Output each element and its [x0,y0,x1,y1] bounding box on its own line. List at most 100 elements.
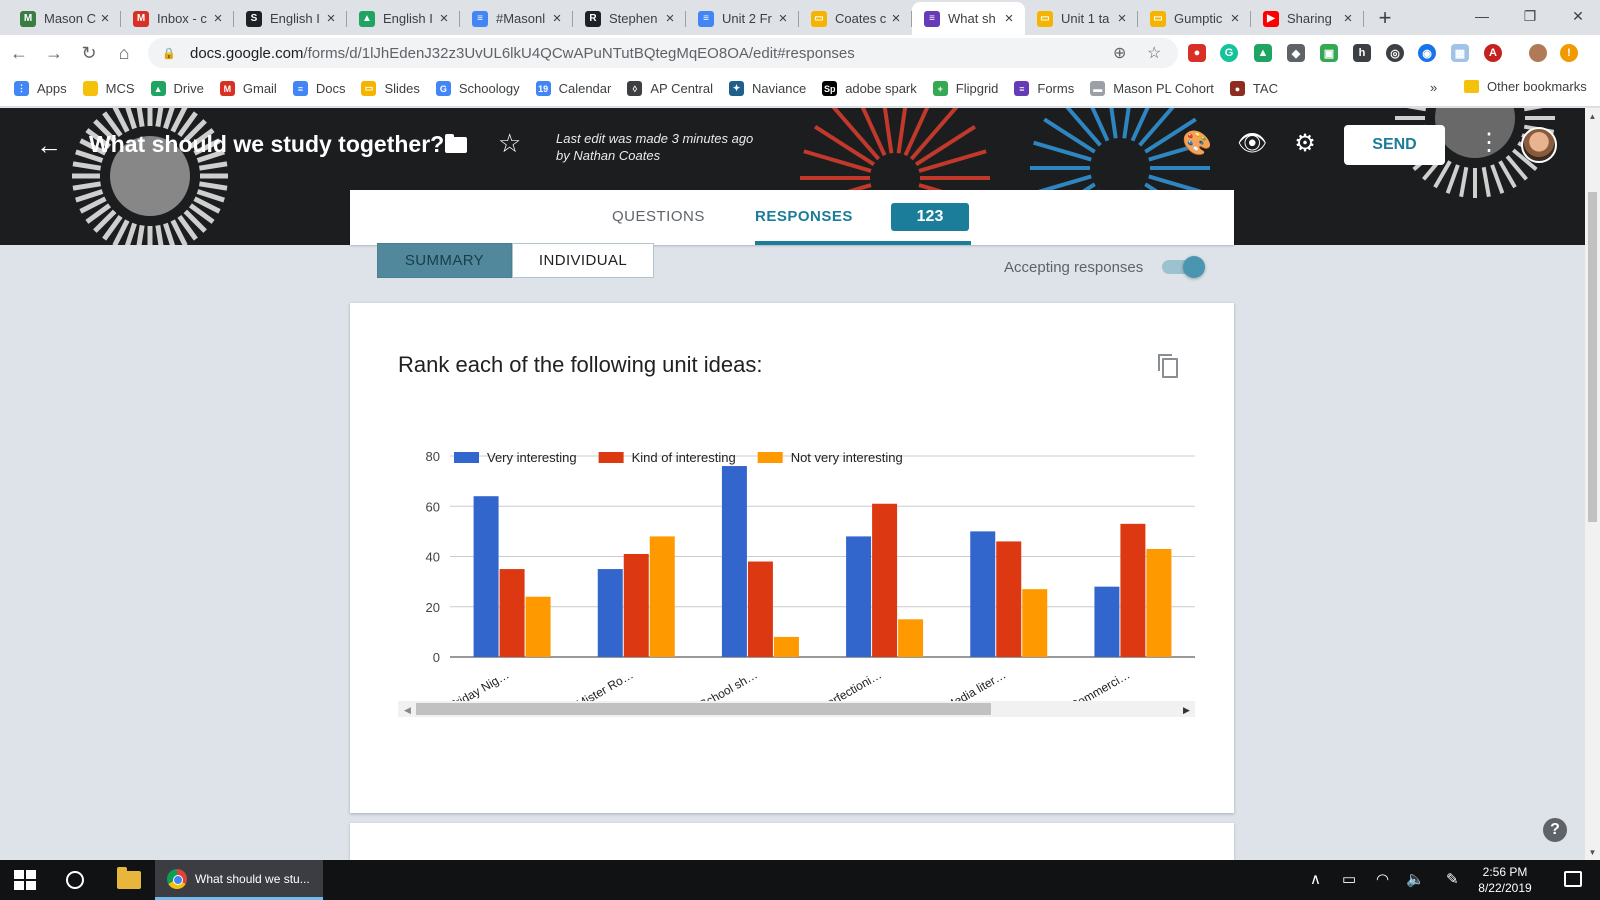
tab-close-icon[interactable]: × [1230,10,1240,27]
bookmark-item[interactable]: ≡ Docs [292,81,345,96]
bookmark-item[interactable]: ✦ Naviance [729,81,806,96]
tab-close-icon[interactable]: × [1117,10,1127,27]
bookmark-item[interactable]: G Schoology [435,81,520,96]
update-alert-icon[interactable]: ! [1560,44,1578,62]
bar[interactable] [1120,523,1146,657]
reload-icon[interactable]: ↻ [81,42,97,63]
bookmark-item[interactable]: ● TAC [1229,81,1278,96]
bar[interactable] [597,569,623,657]
bar[interactable] [721,466,747,657]
wifi-icon[interactable]: ◠ [1376,871,1390,888]
bookmark-item[interactable]: ⋮ Apps [14,81,67,96]
browser-tab[interactable]: ▭ Unit 1 ta × [1025,2,1138,35]
bookmark-item[interactable]: ▭ Slides [361,81,420,96]
action-center-icon[interactable] [1564,871,1582,887]
folder-icon[interactable] [445,134,467,153]
image-extension-icon[interactable]: ▦ [1451,44,1469,62]
individual-tab[interactable]: INDIVIDUAL [512,243,654,278]
grammarly-extension-icon[interactable]: G [1220,44,1238,62]
tray-overflow-icon[interactable]: ∧ [1310,871,1321,888]
file-explorer-icon[interactable] [117,867,141,889]
bar[interactable] [872,503,898,657]
scroll-up-icon[interactable]: ▲ [1588,112,1597,121]
help-icon[interactable]: ? [1543,818,1567,842]
browser-tab[interactable]: ▭ Coates c × [799,2,912,35]
browser-tab[interactable]: M Mason C × [8,2,121,35]
minimize-icon[interactable]: — [1475,8,1489,24]
bar[interactable] [499,569,525,657]
address-bar[interactable]: 🔒 docs.google.com /forms/d/1lJhEdenJ32z3… [148,38,1178,68]
tab-responses[interactable]: RESPONSES [755,208,853,225]
pen-icon[interactable]: ✎ [1446,871,1459,888]
bar[interactable] [898,619,924,657]
tab-close-icon[interactable]: × [1004,10,1014,27]
chart-scroll-right-icon[interactable]: ▶ [1183,706,1190,716]
windows-start-icon[interactable] [14,870,36,890]
form-title[interactable]: What should we study together? [89,131,445,157]
tab-close-icon[interactable]: × [439,10,449,27]
a-extension-icon[interactable]: A [1484,44,1502,62]
bookmark-item[interactable]: ▲ Drive [150,81,204,96]
browser-tab[interactable]: ▲ English I × [347,2,460,35]
forward-icon[interactable]: → [45,42,63,63]
bar[interactable] [1094,586,1120,657]
tab-close-icon[interactable]: × [891,10,901,27]
browser-tab[interactable]: ≡ What sh × [912,2,1025,35]
bar[interactable] [846,536,872,657]
back-icon[interactable]: ← [10,42,28,63]
bookmarks-overflow-icon[interactable]: » [1430,80,1438,95]
bar[interactable] [1146,548,1172,657]
bar[interactable] [996,541,1022,657]
bookmark-item[interactable]: ▬ Mason PL Cohort [1090,81,1214,96]
bookmark-star-icon[interactable]: ☆ [1147,45,1162,62]
browser-tab[interactable]: S English I × [234,2,347,35]
chart-scroll-left-icon[interactable]: ◀ [404,706,411,716]
bookmark-item[interactable]: ≡ Forms [1014,81,1074,96]
restore-icon[interactable]: ❐ [1523,7,1537,24]
page-scrollbar-thumb[interactable] [1588,192,1597,522]
back-to-forms-icon[interactable]: ← [36,130,62,160]
bar[interactable] [473,496,499,657]
more-vert-icon[interactable]: ⋮ [1477,129,1501,156]
preview-eye-icon[interactable]: 👁 [1237,130,1268,157]
zoom-icon[interactable]: ⊕ [1113,45,1127,62]
browser-tab[interactable]: ▶ Sharing × [1251,2,1364,35]
tab-close-icon[interactable]: × [552,10,562,27]
browser-tab[interactable]: M Inbox - c × [121,2,234,35]
chart-scrollbar-thumb[interactable] [416,703,991,715]
adblock-extension-icon[interactable]: ● [1188,44,1206,62]
bar[interactable] [623,553,649,657]
browser-tab[interactable]: ≡ Unit 2 Fr × [686,2,799,35]
last-edit-text[interactable]: Last edit was made 3 minutes ago by Nath… [556,131,754,163]
tab-close-icon[interactable]: × [100,10,110,27]
bookmark-item[interactable]: 19 Calendar [535,81,611,96]
scroll-down-icon[interactable]: ▼ [1588,848,1597,857]
bar[interactable] [649,536,675,657]
cortana-search-icon[interactable] [66,871,84,889]
bar[interactable] [773,636,799,657]
screencast-extension-icon[interactable]: ◉ [1418,44,1436,62]
battery-icon[interactable]: ▭ [1342,871,1357,888]
tab-close-icon[interactable]: × [778,10,788,27]
bar[interactable] [525,596,551,657]
send-button[interactable]: SEND [1344,125,1445,165]
taskbar-chrome-window[interactable]: What should we stu... [155,860,323,900]
bookmark-item[interactable]: ◊ AP Central [627,81,713,96]
gear-icon[interactable]: ⚙ [1294,130,1316,157]
chrome-extension-icon[interactable]: ◎ [1386,44,1404,62]
tab-questions[interactable]: QUESTIONS [612,208,705,225]
bookmark-item[interactable]: + Flipgrid [932,81,998,96]
classroom-extension-icon[interactable]: ▣ [1320,44,1338,62]
bar[interactable] [970,531,996,657]
browser-tab[interactable]: R Stephen × [573,2,686,35]
star-icon[interactable]: ☆ [498,128,522,158]
tab-close-icon[interactable]: × [213,10,223,27]
tab-close-icon[interactable]: × [665,10,675,27]
bar[interactable] [1022,589,1048,657]
palette-icon[interactable]: 🎨 [1182,130,1212,157]
bar[interactable] [747,561,773,657]
accepting-responses-toggle-knob[interactable] [1183,256,1205,278]
home-icon[interactable]: ⌂ [118,42,130,63]
copy-chart-icon[interactable] [1158,354,1178,378]
new-tab-icon[interactable]: + [1378,5,1392,30]
